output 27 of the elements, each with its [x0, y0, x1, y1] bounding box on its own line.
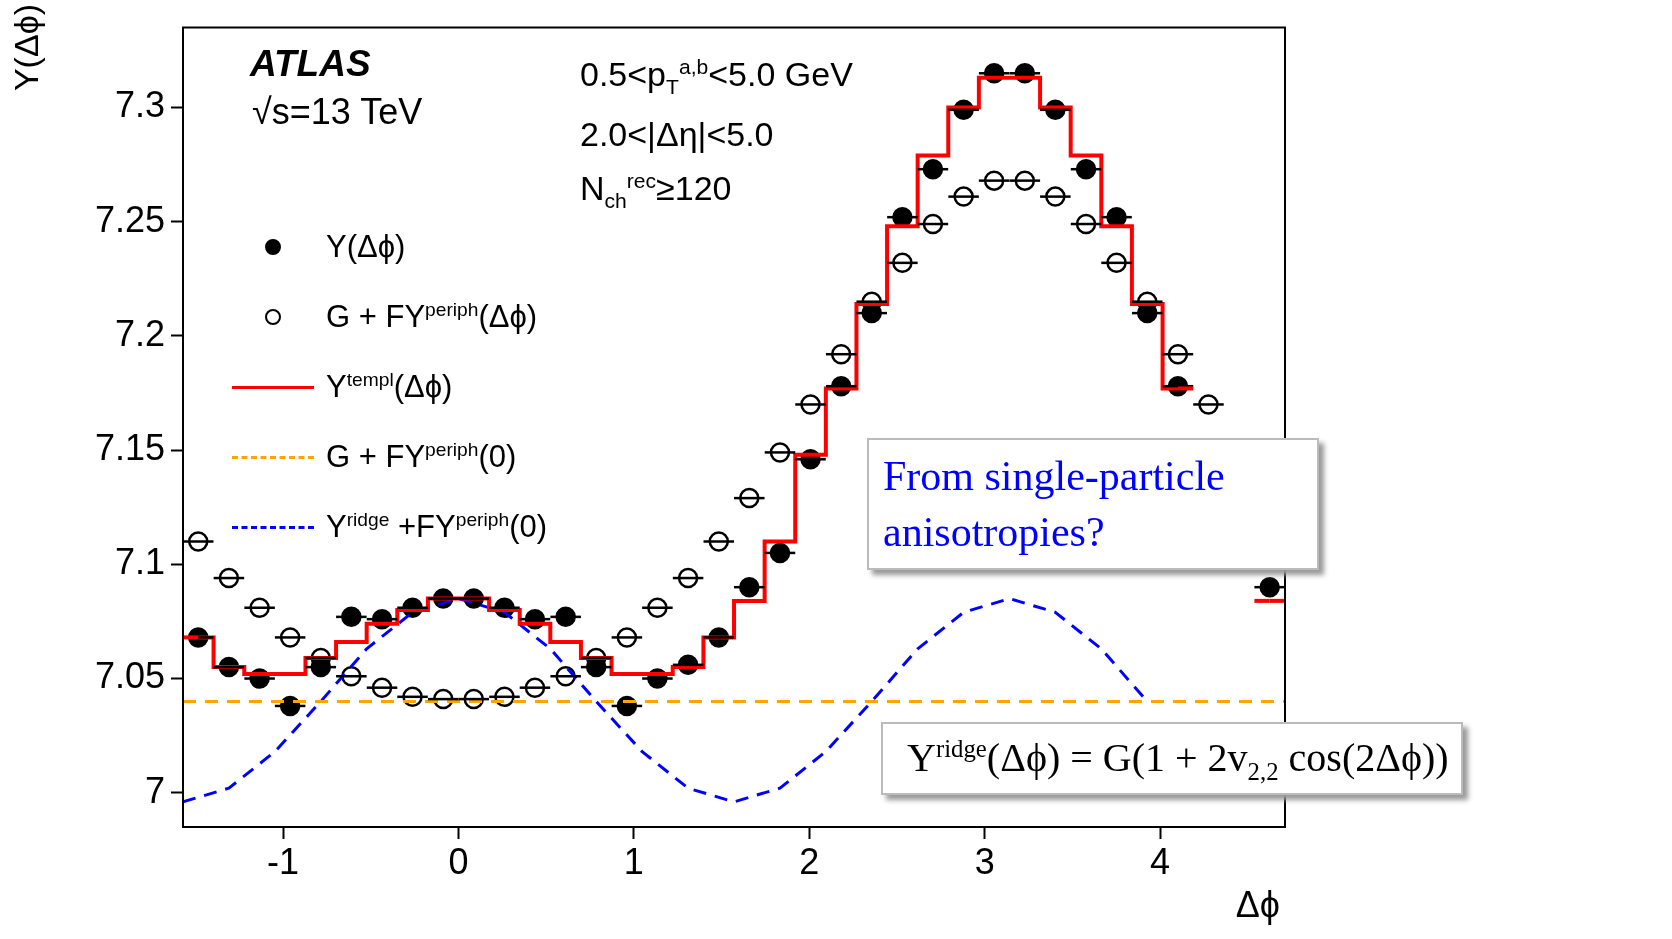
x-tick-label: 2 — [799, 840, 820, 882]
y-tick-label: 7.15 — [94, 427, 165, 469]
annotation: 0.5<p$_{T}$$^{a,b}$<5.0 GeV — [580, 54, 853, 98]
legend-label: Y(Δϕ) — [326, 229, 406, 265]
x-tick-label: 3 — [974, 840, 995, 882]
y-tick-label: 7.25 — [94, 198, 165, 240]
annotation: ATLAS — [250, 43, 371, 85]
annotation: N$_{ch}$$^{rec}$≥120 — [580, 168, 732, 212]
x-tick-label: 0 — [448, 840, 469, 882]
y-tick-label: 7.2 — [114, 312, 165, 354]
legend-label: Y$^{templ}$(Δϕ) — [326, 368, 453, 405]
y-tick-label: 7.1 — [114, 541, 165, 583]
annotation: Y$^{ridge}$(Δϕ) = G(1 + 2v$_{2,2}$ cos(2Δϕ)) — [881, 722, 1463, 795]
legend-label: G + FY$^{periph}$(0) — [326, 438, 517, 475]
y-tick-label: 7.05 — [94, 655, 165, 697]
annotation: From single-particle anisotropies? — [867, 438, 1319, 570]
x-tick-label: 4 — [1150, 840, 1171, 882]
y-tick-label: 7.3 — [114, 84, 165, 126]
y-tick-label: 7 — [144, 769, 165, 811]
x-tick-label: -1 — [267, 840, 300, 882]
x-axis-title: Δϕ — [1235, 884, 1280, 925]
annotation: 2.0<|Δη|<5.0 — [580, 115, 774, 154]
legend-label: G + FY$^{periph}$(Δϕ) — [326, 298, 538, 335]
y-axis-title: Y(Δϕ) — [7, 4, 46, 92]
x-tick-label: 1 — [623, 840, 644, 882]
legend-label: Y$^{ridge}$ +FY$^{periph}$(0) — [326, 508, 548, 545]
annotation: √s=13 TeV — [252, 91, 423, 132]
